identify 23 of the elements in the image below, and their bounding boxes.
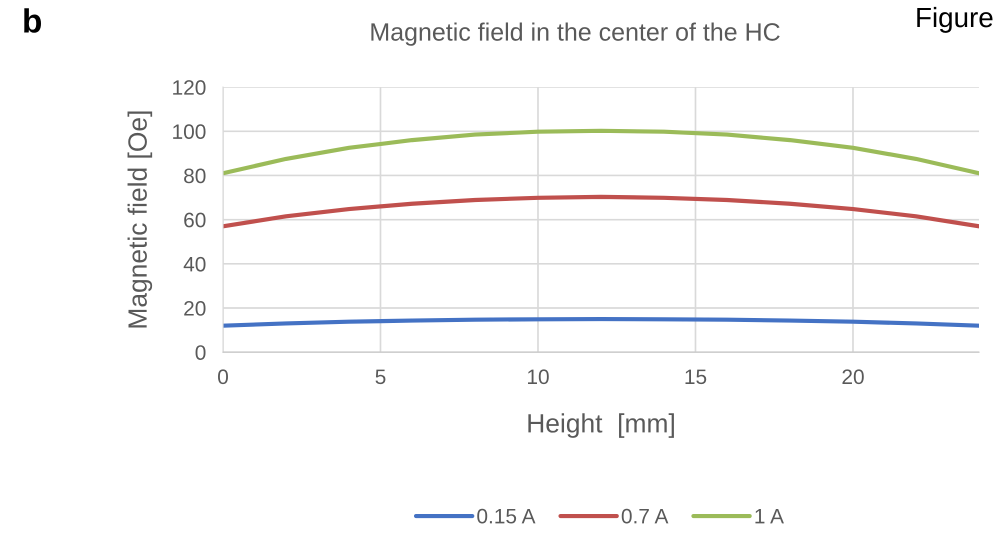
text: Figure	[917, 6, 992, 33]
chart-title: Magnetic field in the center of the HC	[371, 22, 780, 46]
x-tick-label: 10	[528, 369, 549, 384]
x-tick-label: 5	[376, 370, 386, 384]
x-tick-label: 0	[218, 369, 228, 384]
x-axis-title: Height [mm]	[528, 413, 674, 438]
legend-label: 0.7 A	[622, 508, 668, 524]
y-tick-label: 40	[184, 256, 206, 272]
x-tick-label: 20	[842, 369, 864, 384]
y-tick-label: 0	[196, 345, 206, 360]
legend-label: 1 A	[755, 509, 784, 524]
x-tick-label: 15	[686, 370, 706, 384]
y-tick-label: 120	[173, 80, 206, 95]
line-series	[223, 316, 979, 328]
line-series	[223, 128, 979, 176]
line-series	[223, 194, 979, 228]
y-tick-label: 60	[184, 212, 206, 228]
y-tick-label: 20	[184, 301, 206, 316]
y-tick-label: 80	[184, 168, 206, 184]
y-axis-title: Magnetic field [Oe]	[128, 112, 152, 328]
y-tick-label: 100	[173, 124, 206, 140]
text: b	[24, 8, 41, 33]
legend-label: 0.15 A	[477, 508, 536, 524]
